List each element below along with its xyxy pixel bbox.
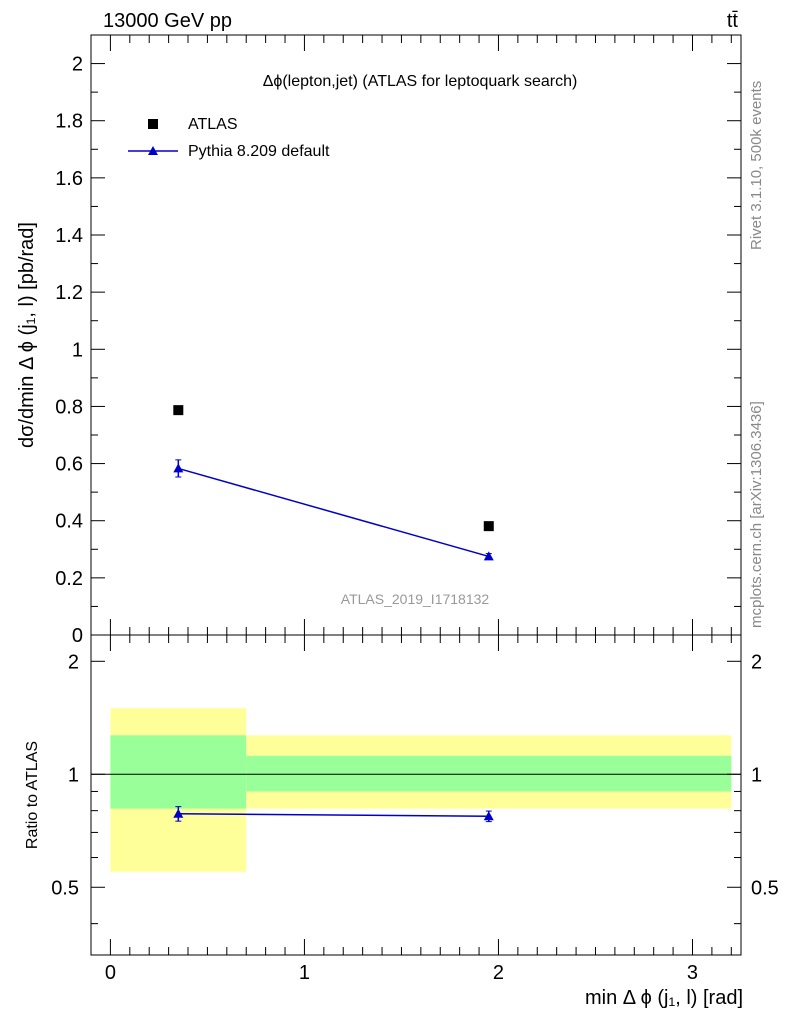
main-ytick-label: 0.8 — [55, 396, 83, 418]
ratio-bands — [110, 708, 732, 872]
ratio-pythia-point — [483, 811, 494, 821]
xtick-label: 0 — [105, 962, 116, 984]
rivet-label: Rivet 3.1.10, 500k events — [748, 81, 765, 250]
main-ytick-label: 0.4 — [55, 511, 83, 533]
main-ytick-label: 0 — [72, 625, 83, 647]
legend-mc-label: Pythia 8.209 default — [188, 143, 330, 160]
main-ytick-label: 1.4 — [55, 225, 83, 247]
ratio-axes: 0.5 0.5 1 1 2 2 0 1 2 3 — [51, 634, 779, 984]
process-label: tt̄ — [727, 10, 739, 32]
xtick-label: 1 — [299, 962, 310, 984]
ratio-ytick-label-left: 0.5 — [51, 877, 79, 899]
legend-atlas-marker — [148, 119, 158, 129]
main-ytick-label: 2 — [72, 54, 83, 76]
ratio-frame — [90, 634, 742, 956]
ratio-ylabel: Ratio to ATLAS — [24, 741, 41, 849]
main-ytick-label: 1 — [72, 339, 83, 361]
ratio-panel: 0.5 0.5 1 1 2 2 0 1 2 3 Ratio to ATLAS min Δ ϕ (j… — [24, 634, 779, 1009]
ratio-ytick-label-left: 2 — [68, 651, 79, 673]
main-ytick-label: 1.2 — [55, 282, 83, 304]
xtick-label: 2 — [493, 962, 504, 984]
legend: ATLAS Pythia 8.209 default — [128, 116, 330, 160]
ratio-ytick-label-right: 1 — [751, 764, 762, 786]
pythia-point — [173, 463, 184, 473]
main-ytick-label: 1.8 — [55, 111, 83, 133]
xtick-label: 3 — [687, 962, 698, 984]
ratio-ytick-label-right: 2 — [751, 651, 762, 673]
ratio-ytick-label-right: 0.5 — [751, 877, 779, 899]
legend-mc-marker — [148, 146, 158, 155]
main-axes: 0 0.2 0.4 0.6 0.8 1 1.2 1.4 1.6 1.8 2 — [55, 34, 742, 647]
mcplots-label: mcplots.cern.ch [arXiv:1306.3436] — [748, 401, 765, 628]
ratio-pythia-point — [173, 808, 184, 818]
ratio-band-inner — [110, 735, 247, 809]
analysis-watermark: ATLAS_2019_I1718132 — [341, 591, 490, 607]
pythia-point — [483, 551, 494, 561]
main-ytick-label: 1.6 — [55, 168, 83, 190]
atlas-data-point — [483, 521, 494, 532]
legend-atlas-label: ATLAS — [188, 116, 238, 133]
main-ytick-label: 0.2 — [55, 568, 83, 590]
beam-label: 13000 GeV pp — [103, 10, 232, 32]
ratio-pythia-line — [178, 812, 489, 817]
main-ytick-label: 0.6 — [55, 454, 83, 476]
xlabel: min Δ ϕ (j₁, l) [rad] — [585, 987, 743, 1009]
ratio-series — [173, 806, 494, 823]
atlas-data-point — [173, 405, 184, 416]
main-panel: 0 0.2 0.4 0.6 0.8 1 1.2 1.4 1.6 1.8 2 Δϕ(lepton,je… — [16, 34, 742, 647]
ratio-band-inner — [246, 755, 732, 792]
ratio-ytick-label-left: 1 — [68, 764, 79, 786]
pythia-line — [178, 467, 489, 558]
main-series — [173, 405, 494, 561]
main-title: Δϕ(lepton,jet) (ATLAS for leptoquark sea… — [263, 73, 578, 90]
main-ylabel: dσ/dmin Δ ϕ (j₁, l) [pb/rad] — [16, 222, 38, 448]
